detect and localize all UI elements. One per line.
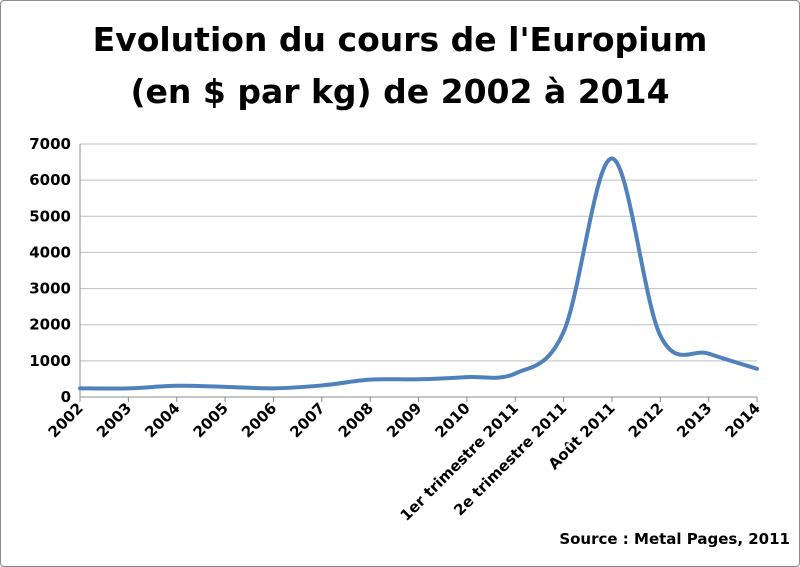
x-axis-ticks: 2002 2003 2004 2005 2006 2007 2008 2009 20101er … — [45, 399, 764, 524]
x-tick-label: 2006 — [238, 399, 280, 441]
x-tick-label: 2010 — [431, 399, 473, 441]
x-tick-label: 2007 — [286, 399, 328, 441]
gridlines — [80, 143, 757, 362]
x-tick-label: 2008 — [335, 399, 377, 441]
x-tick-label: 2014 — [722, 399, 764, 441]
chart-title-line-1: Evolution du cours de l'Europium — [92, 20, 708, 59]
x-tick-label: 2004 — [141, 399, 183, 441]
chart-title-line-2: (en $ par kg) de 2002 à 2014 — [130, 72, 670, 111]
y-tick-label: 3000 — [29, 280, 71, 298]
y-tick-label: 0 — [61, 388, 71, 406]
y-axis-ticks: 0 1000 2000 3000 4000 5000 6000 7000 — [29, 135, 71, 406]
x-tick-label: 2003 — [93, 399, 135, 441]
axes — [79, 144, 758, 402]
y-tick-label: 6000 — [29, 171, 71, 189]
x-tick-label: 2009 — [383, 399, 425, 441]
series-line — [78, 156, 759, 391]
y-tick-label: 2000 — [29, 316, 71, 334]
x-tick-label: 2005 — [190, 399, 232, 441]
series-group — [78, 156, 759, 391]
y-tick-label: 5000 — [29, 207, 71, 225]
x-tick-label: 2012 — [625, 399, 667, 441]
x-tick-label: 2013 — [673, 399, 715, 441]
y-tick-label: 4000 — [29, 243, 71, 261]
source-note: Source : Metal Pages, 2011 — [559, 530, 790, 548]
y-tick-label: 1000 — [29, 352, 71, 370]
y-tick-label: 7000 — [29, 135, 71, 153]
